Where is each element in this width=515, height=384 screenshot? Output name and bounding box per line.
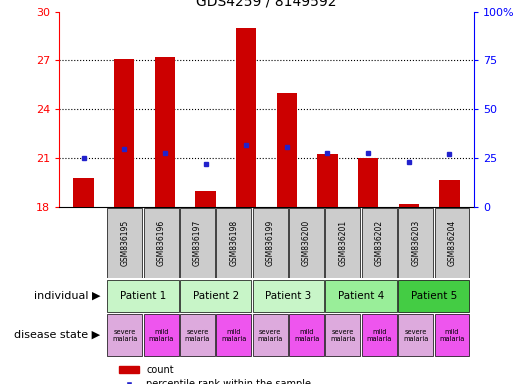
Text: GSM836201: GSM836201 [338,220,348,266]
Bar [439,180,459,207]
Bar [253,314,288,356]
Text: GSM836198: GSM836198 [229,220,238,266]
Text: Patient 2: Patient 2 [193,291,239,301]
Bar [325,314,360,356]
Text: mild
malaria: mild malaria [294,329,319,341]
Bar [317,154,338,207]
Text: severe
malaria: severe malaria [258,329,283,341]
Bar [398,208,433,278]
Bar [325,208,360,278]
Bar [144,314,179,356]
Text: GSM836196: GSM836196 [157,220,166,266]
Bar [154,57,175,207]
Bar [180,208,215,278]
Title: GDS4259 / 8149592: GDS4259 / 8149592 [196,0,337,9]
Bar [399,204,419,207]
Bar [398,280,470,311]
Bar [216,208,251,278]
Text: Patient 1: Patient 1 [120,291,166,301]
Bar [74,178,94,207]
Bar [180,280,251,311]
Text: GSM836202: GSM836202 [375,220,384,266]
Text: GSM836199: GSM836199 [266,220,274,266]
Bar [107,314,142,356]
Text: GSM836195: GSM836195 [121,220,129,266]
Bar [107,280,179,311]
Bar [107,208,142,278]
Text: GSM836204: GSM836204 [448,220,456,266]
Bar [144,208,179,278]
Bar [325,280,397,311]
Bar [362,314,397,356]
Bar [277,93,297,207]
Bar [236,28,256,207]
Legend: count, percentile rank within the sample: count, percentile rank within the sample [115,361,315,384]
Bar [216,314,251,356]
Text: GSM836200: GSM836200 [302,220,311,266]
Bar [358,158,379,207]
Text: Patient 3: Patient 3 [265,291,312,301]
Text: disease state ▶: disease state ▶ [14,330,100,340]
Bar [180,314,215,356]
Text: mild
malaria: mild malaria [221,329,247,341]
Text: Patient 5: Patient 5 [410,291,457,301]
Text: severe
malaria: severe malaria [330,329,356,341]
Bar [253,280,324,311]
Text: severe
malaria: severe malaria [403,329,428,341]
Bar [253,208,288,278]
Text: mild
malaria: mild malaria [367,329,392,341]
Text: severe
malaria: severe malaria [112,329,138,341]
Text: severe
malaria: severe malaria [185,329,210,341]
Bar [289,208,324,278]
Bar [114,59,134,207]
Bar [362,208,397,278]
Text: mild
malaria: mild malaria [148,329,174,341]
Text: GSM836203: GSM836203 [411,220,420,266]
Text: Patient 4: Patient 4 [338,291,384,301]
Bar [435,314,470,356]
Bar [398,314,433,356]
Text: GSM836197: GSM836197 [193,220,202,266]
Bar [435,208,470,278]
Text: individual ▶: individual ▶ [34,291,100,301]
Bar [195,191,216,207]
Bar [289,314,324,356]
Text: mild
malaria: mild malaria [439,329,465,341]
